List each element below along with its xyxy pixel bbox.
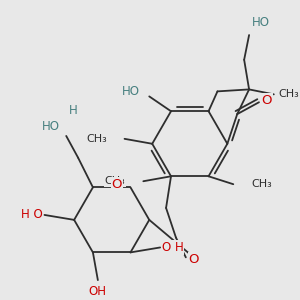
Text: O: O	[188, 253, 199, 266]
Text: CH₃: CH₃	[251, 179, 272, 189]
Text: O H: O H	[162, 241, 184, 254]
Text: H O: H O	[21, 208, 43, 221]
Text: CH₃: CH₃	[105, 176, 125, 186]
Text: HO: HO	[42, 120, 60, 133]
Text: H: H	[69, 104, 77, 117]
Text: OH: OH	[89, 285, 107, 298]
Text: CH₃: CH₃	[278, 89, 299, 99]
Text: HO: HO	[122, 85, 140, 98]
Text: CH₃: CH₃	[86, 134, 107, 144]
Text: O: O	[111, 178, 122, 191]
Text: O: O	[262, 94, 272, 107]
Text: HO: HO	[252, 16, 270, 29]
